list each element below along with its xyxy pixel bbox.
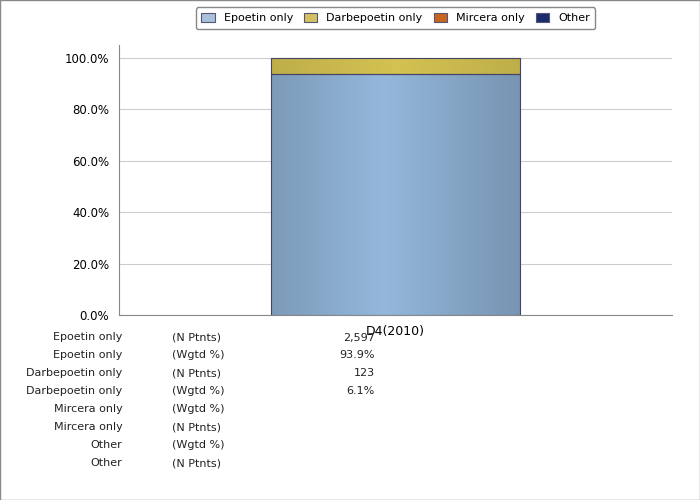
Text: (N Ptnts): (N Ptnts) bbox=[172, 458, 220, 468]
Text: Epoetin only: Epoetin only bbox=[53, 350, 122, 360]
Text: Darbepoetin only: Darbepoetin only bbox=[26, 386, 122, 396]
Text: (Wgtd %): (Wgtd %) bbox=[172, 440, 224, 450]
Text: Other: Other bbox=[91, 440, 122, 450]
Text: 93.9%: 93.9% bbox=[339, 350, 375, 360]
Text: (Wgtd %): (Wgtd %) bbox=[172, 350, 224, 360]
Text: (Wgtd %): (Wgtd %) bbox=[172, 386, 224, 396]
Text: 123: 123 bbox=[354, 368, 374, 378]
Text: Mircera only: Mircera only bbox=[54, 404, 122, 414]
Text: Darbepoetin only: Darbepoetin only bbox=[26, 368, 122, 378]
Text: (Wgtd %): (Wgtd %) bbox=[172, 404, 224, 414]
Text: Mircera only: Mircera only bbox=[54, 422, 122, 432]
Text: (N Ptnts): (N Ptnts) bbox=[172, 422, 220, 432]
Text: 2,597: 2,597 bbox=[342, 332, 375, 342]
Text: (N Ptnts): (N Ptnts) bbox=[172, 368, 220, 378]
Legend: Epoetin only, Darbepoetin only, Mircera only, Other: Epoetin only, Darbepoetin only, Mircera … bbox=[196, 8, 595, 29]
Text: (N Ptnts): (N Ptnts) bbox=[172, 332, 220, 342]
Text: Epoetin only: Epoetin only bbox=[53, 332, 122, 342]
Text: 6.1%: 6.1% bbox=[346, 386, 374, 396]
Text: Other: Other bbox=[91, 458, 122, 468]
